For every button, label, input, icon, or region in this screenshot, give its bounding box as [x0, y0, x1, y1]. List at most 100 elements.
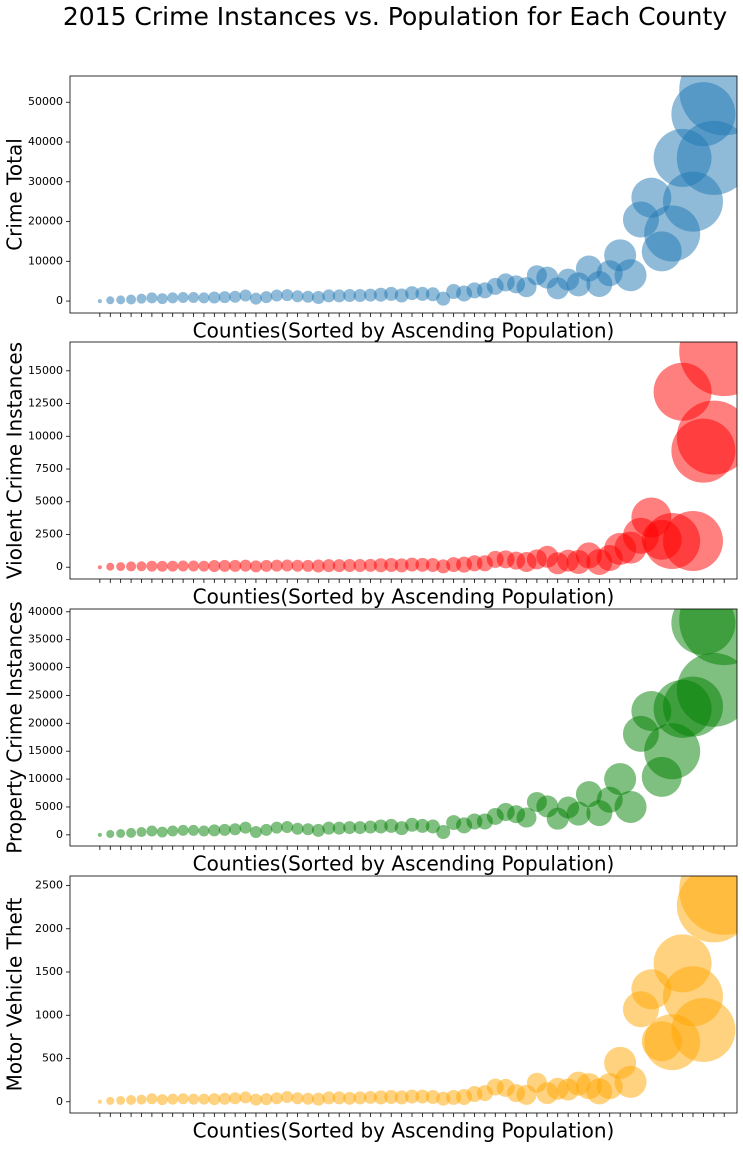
bubble	[106, 562, 115, 571]
bubble	[394, 1090, 409, 1105]
bubble	[229, 290, 242, 303]
bubble	[353, 821, 367, 835]
y-tick-label: 1500	[35, 965, 63, 978]
bubble	[322, 559, 336, 573]
bubble	[249, 292, 262, 305]
bubble	[363, 820, 377, 834]
bubble	[270, 289, 283, 302]
bubble	[363, 558, 377, 572]
bubble	[676, 120, 737, 195]
axes-frame	[69, 875, 738, 1114]
y-tick-label: 50000	[28, 95, 63, 108]
bubble	[415, 1089, 430, 1104]
bubble	[156, 826, 168, 838]
bubble	[291, 559, 304, 572]
y-axis-label: Crime Total	[3, 138, 27, 251]
y-tick-label: 500	[42, 1052, 63, 1065]
bubble	[332, 559, 346, 573]
y-axis-label: Violent Crime Instances	[3, 342, 27, 579]
plot-area	[97, 876, 737, 1106]
bubble	[281, 821, 294, 834]
bubble	[384, 557, 399, 572]
bubble	[239, 559, 252, 572]
bubble	[249, 826, 262, 839]
y-tick-label: 15000	[28, 364, 63, 377]
bubble	[353, 289, 367, 302]
bubble	[136, 561, 147, 572]
bubble	[208, 824, 221, 837]
bubble	[146, 825, 158, 837]
bubble	[363, 288, 377, 302]
y-tick-label: 2000	[35, 922, 63, 935]
y-tick-label: 12500	[28, 397, 63, 410]
axes-frame	[69, 75, 738, 314]
bubble	[343, 821, 357, 835]
figure-title: 2015 Crime Instances vs. Population for …	[63, 2, 727, 31]
bubble	[126, 1095, 137, 1106]
y-tick-label: 0	[56, 294, 63, 307]
bubble	[405, 1089, 420, 1104]
y-tick-label: 35000	[28, 633, 63, 646]
axes-frame	[69, 608, 738, 847]
bubble	[198, 825, 210, 837]
bubble	[270, 821, 283, 834]
y-axis-label: Property Crime Instances	[3, 601, 27, 853]
bubble	[239, 1091, 252, 1104]
y-tick-label: 2500	[35, 879, 63, 892]
bubble	[188, 1093, 199, 1105]
bubble	[177, 824, 189, 836]
bubble	[679, 342, 737, 397]
bubble	[260, 291, 273, 304]
bubble	[436, 291, 451, 306]
bubble	[229, 823, 242, 836]
bubble	[229, 1092, 242, 1105]
bubble	[662, 511, 723, 572]
bubble	[116, 562, 126, 572]
y-tick-label: 0	[56, 828, 63, 841]
bubble	[604, 763, 637, 796]
bubble	[425, 1089, 440, 1104]
bubble	[301, 290, 314, 303]
bubble	[167, 292, 179, 304]
y-tick-label: 10000	[28, 772, 63, 785]
bubble	[322, 1091, 336, 1105]
bubble	[332, 1091, 346, 1105]
bubble	[291, 822, 304, 835]
bubble	[188, 292, 199, 303]
bubble	[291, 1092, 304, 1105]
bubble	[425, 819, 440, 834]
bubble	[177, 560, 189, 572]
bubble	[106, 830, 115, 839]
bubble	[291, 290, 304, 303]
bubble	[106, 1096, 115, 1105]
bubble	[106, 296, 115, 305]
bubble	[384, 1089, 399, 1104]
bubble	[614, 259, 647, 292]
bubble	[270, 559, 283, 572]
bubble	[281, 559, 294, 572]
bubble	[218, 291, 231, 304]
bubble	[343, 559, 357, 572]
bubble	[415, 557, 430, 572]
bubble	[239, 289, 252, 302]
bubble	[384, 818, 399, 833]
y-tick-label: 10000	[28, 254, 63, 267]
bubble	[188, 560, 199, 572]
bubble	[208, 560, 221, 573]
bubble	[415, 818, 430, 833]
bubble	[679, 76, 737, 136]
bubble	[566, 801, 591, 826]
y-tick-label: 20000	[28, 716, 63, 729]
bubble	[167, 560, 179, 572]
bubble	[260, 1093, 273, 1106]
bubble	[146, 560, 158, 572]
bubble	[425, 557, 440, 572]
y-tick-label: 10000	[28, 429, 63, 442]
y-tick-label: 15000	[28, 744, 63, 757]
plot-area	[97, 342, 737, 575]
x-axis-label: Counties(Sorted by Ascending Population)	[193, 852, 615, 876]
bubble	[343, 1091, 357, 1105]
plot-area	[97, 76, 737, 306]
bubble	[136, 293, 147, 304]
